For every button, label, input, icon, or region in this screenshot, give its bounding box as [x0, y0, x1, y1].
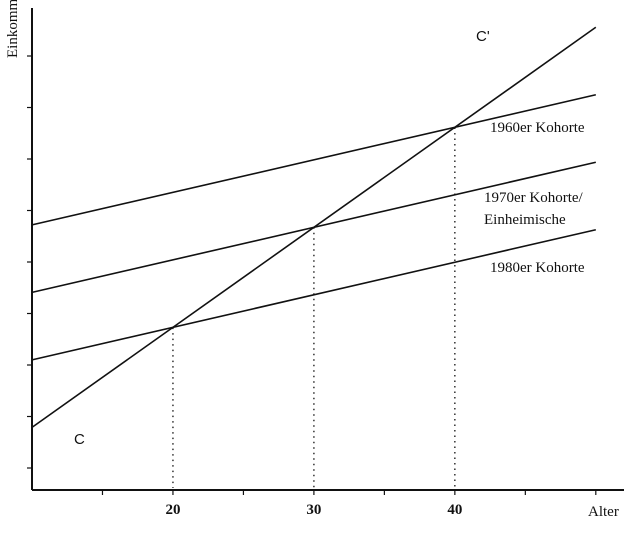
labels: Einkommen Alter C C' — [5, 0, 619, 520]
x-tick-label: 20 — [165, 502, 180, 518]
series-line-c-c — [31, 26, 597, 428]
x-tick-label: 40 — [447, 502, 462, 518]
series-label-1980er-kohorte: 1980er Kohorte — [490, 260, 585, 276]
series-label-1960er-kohorte: 1960er Kohorte — [490, 120, 585, 136]
guide-lines — [172, 127, 456, 488]
series-line-1980er-kohorte — [31, 228, 596, 361]
x-axis-label: Alter — [588, 504, 619, 520]
series-line-1960er-kohorte — [31, 93, 596, 226]
series-label-1970er-kohorte-einheimische: 1970er Kohorte/Einheimische — [484, 190, 584, 228]
y-axis-label: Einkommen — [5, 0, 21, 58]
point-label-c-prime: C' — [476, 28, 490, 45]
point-label-c: C — [74, 431, 85, 448]
x-ticks: 20 30 40 — [101, 490, 597, 518]
series-lines — [31, 26, 597, 428]
x-tick-label: 30 — [306, 502, 321, 518]
axes: 20 30 40 — [27, 8, 624, 518]
series-labels: 1960er Kohorte 1970er Kohorte/Einheimisch… — [484, 120, 585, 276]
y-ticks — [27, 55, 32, 469]
